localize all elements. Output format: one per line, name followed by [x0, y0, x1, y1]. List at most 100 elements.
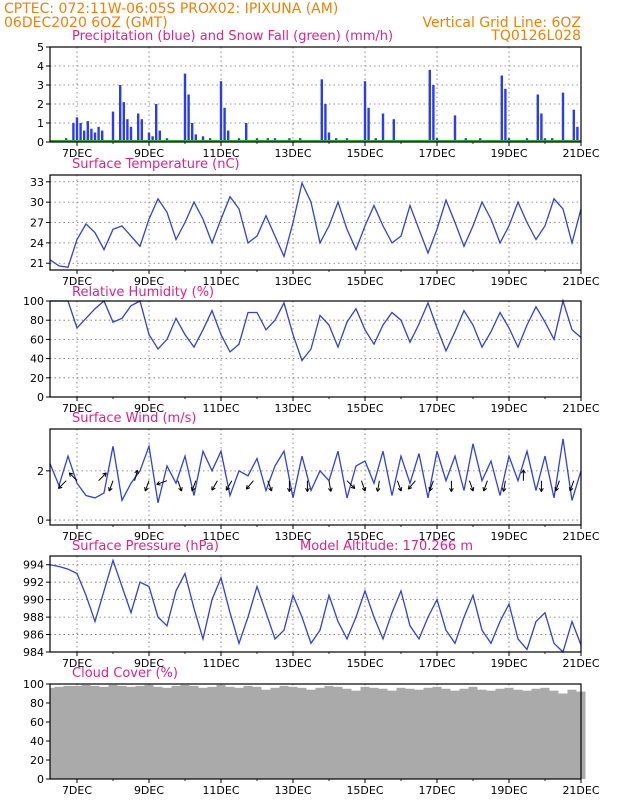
cloud-bar: [243, 685, 253, 779]
precip-bar: [245, 123, 248, 142]
y-tick-label: 40: [30, 735, 44, 748]
x-tick-label: 19DEC: [490, 784, 527, 797]
x-tick-label: 21DEC: [562, 275, 599, 288]
y-tick-label: 24: [30, 237, 44, 250]
cloud-bar: [180, 684, 190, 779]
cloud-bar: [54, 686, 64, 779]
pressure-title: Surface Pressure (hPa): [72, 539, 219, 554]
x-tick-label: 21DEC: [562, 657, 599, 670]
wind-arrow: [468, 480, 475, 492]
precip-bar: [86, 121, 89, 142]
cloud-bar: [288, 686, 298, 779]
precip-bar: [219, 81, 223, 142]
x-tick-label: 19DEC: [490, 275, 527, 288]
wind-arrow: [346, 480, 356, 489]
cloud-bar: [324, 685, 334, 779]
y-tick-label: 60: [30, 333, 44, 346]
wind-arrow: [57, 480, 67, 489]
wind-arrow: [144, 480, 150, 492]
y-tick-label: 3: [37, 79, 44, 92]
x-tick-label: 17DEC: [418, 530, 455, 543]
cloud-bar: [558, 693, 568, 779]
y-tick-label: 2: [37, 98, 44, 111]
cloud-bar: [333, 686, 343, 779]
cloud-bar: [108, 684, 118, 779]
y-tick-label: 992: [23, 576, 44, 589]
plot-frame: [49, 300, 582, 398]
x-tick-label: 7DEC: [62, 402, 92, 415]
precip-bar: [381, 113, 385, 142]
cloud-bar: [450, 690, 460, 779]
cloud-bar: [189, 685, 199, 779]
precip-bar: [79, 123, 82, 142]
cloud-bar: [306, 689, 316, 779]
x-tick-label: 19DEC: [490, 147, 527, 160]
y-tick-label: 1: [37, 117, 44, 130]
cloud-bar: [567, 689, 577, 779]
x-tick-label: 21DEC: [562, 402, 599, 415]
wind-arrow: [134, 469, 139, 481]
wind-arrow: [360, 480, 367, 492]
cloud-bar: [279, 685, 289, 779]
cloud-bar: [153, 686, 163, 779]
cloud-bar: [270, 687, 280, 779]
cloud-bar: [405, 688, 415, 779]
y-tick-label: 80: [30, 314, 44, 327]
x-tick-label: 7DEC: [62, 147, 92, 160]
wind-arrow: [211, 480, 218, 491]
x-tick-label: 17DEC: [418, 147, 455, 160]
cloud-bar: [261, 689, 271, 779]
precip-bar: [227, 130, 230, 142]
precip-bar: [140, 119, 143, 142]
x-tick-label: 21DEC: [562, 530, 599, 543]
cloud-bar: [117, 685, 127, 779]
x-tick-label: 13DEC: [274, 530, 311, 543]
x-tick-label: 11DEC: [202, 530, 239, 543]
precip-bar: [320, 79, 323, 142]
precip-bar: [158, 130, 161, 142]
cloud-bar: [135, 685, 145, 779]
x-tick-label: 17DEC: [418, 784, 455, 797]
cloud-bar: [207, 686, 217, 779]
y-tick-label: 986: [23, 629, 44, 642]
cloud-bar: [225, 686, 235, 779]
wind-arrow: [539, 480, 544, 492]
x-tick-label: 13DEC: [274, 147, 311, 160]
wind-arrow: [482, 480, 488, 492]
cloud-bar: [441, 688, 451, 779]
cloud-bar: [126, 686, 136, 779]
header-grid-line-note: Vertical Grid Line: 6OZ: [422, 15, 581, 31]
cloud-title: Cloud Cover (%): [72, 666, 178, 681]
x-tick-label: 7DEC: [62, 784, 92, 797]
series-line: [49, 181, 582, 269]
wind-arrow: [328, 480, 333, 492]
series-line: [49, 558, 582, 654]
x-tick-label: 11DEC: [202, 147, 239, 160]
y-tick-label: 40: [30, 353, 44, 366]
x-tick-label: 19DEC: [490, 402, 527, 415]
x-tick-label: 19DEC: [490, 530, 527, 543]
y-tick-label: 0: [37, 391, 44, 404]
plot-frame: [49, 555, 582, 653]
plot-frame: [49, 174, 582, 271]
y-tick-label: 0: [37, 136, 44, 149]
y-tick-label: 990: [23, 594, 44, 607]
wind-arrow: [98, 472, 107, 482]
panel-2: 0 20 40 60 80 100 7DEC 9DEC 11DEC 13DEC 15DEC 17DEC…: [23, 295, 600, 415]
wind-arrow: [428, 480, 434, 492]
cloud-bar: [468, 686, 478, 779]
x-tick-label: 15DEC: [346, 275, 383, 288]
precip-bar: [137, 113, 140, 142]
cloud-bar: [297, 687, 307, 779]
y-tick-label: 80: [30, 697, 44, 710]
wind-arrow: [225, 480, 233, 491]
wind-arrow: [245, 480, 254, 490]
precip-bar: [75, 117, 79, 142]
series-line: [50, 298, 582, 362]
wind-arrow: [156, 480, 168, 486]
y-tick-label: 0: [37, 514, 44, 527]
precip-bar: [90, 128, 93, 142]
cloud-bar: [378, 688, 388, 779]
wind-arrow: [407, 480, 416, 490]
